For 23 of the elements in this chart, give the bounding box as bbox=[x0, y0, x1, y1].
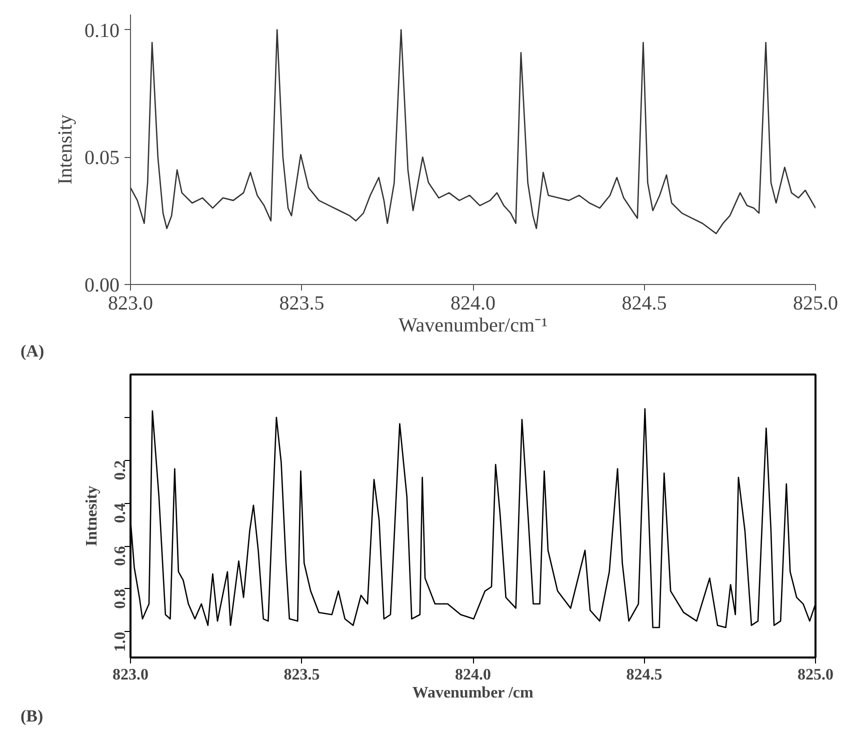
x-tick-label: 823.0 bbox=[112, 666, 148, 684]
y-axis-title: Intnesity bbox=[84, 486, 100, 546]
x-tick-label: 824.0 bbox=[455, 666, 491, 684]
y-tick-label: 0.10 bbox=[84, 20, 120, 42]
x-tick-label: 824.5 bbox=[622, 292, 667, 314]
y-tick-label: 0.4 bbox=[112, 503, 129, 524]
x-tick-label: 825.0 bbox=[793, 292, 838, 314]
y-tick-label: 0.6 bbox=[112, 546, 129, 566]
y-axis-title: Intensity bbox=[54, 114, 76, 184]
x-tick-label: 824.0 bbox=[450, 292, 496, 314]
x-tick-label: 825.0 bbox=[798, 666, 834, 684]
x-tick-label: 824.5 bbox=[626, 666, 662, 684]
y-tick-label: 0.8 bbox=[112, 588, 129, 609]
x-tick-label: 823.5 bbox=[284, 666, 320, 684]
y-tick-label: 0.05 bbox=[84, 147, 120, 170]
text: (B) bbox=[20, 706, 44, 726]
x-axis-title: Wavenumber /cm bbox=[412, 684, 534, 702]
y-tick-label: 0.2 bbox=[112, 460, 129, 480]
x-tick-label: 823.5 bbox=[279, 292, 324, 314]
text: (A) bbox=[20, 342, 44, 360]
line-series bbox=[130, 29, 816, 234]
y-tick-label: 1.0 bbox=[112, 632, 129, 652]
x-axis-title: Wavenumber/cm⁻¹ bbox=[398, 314, 548, 336]
